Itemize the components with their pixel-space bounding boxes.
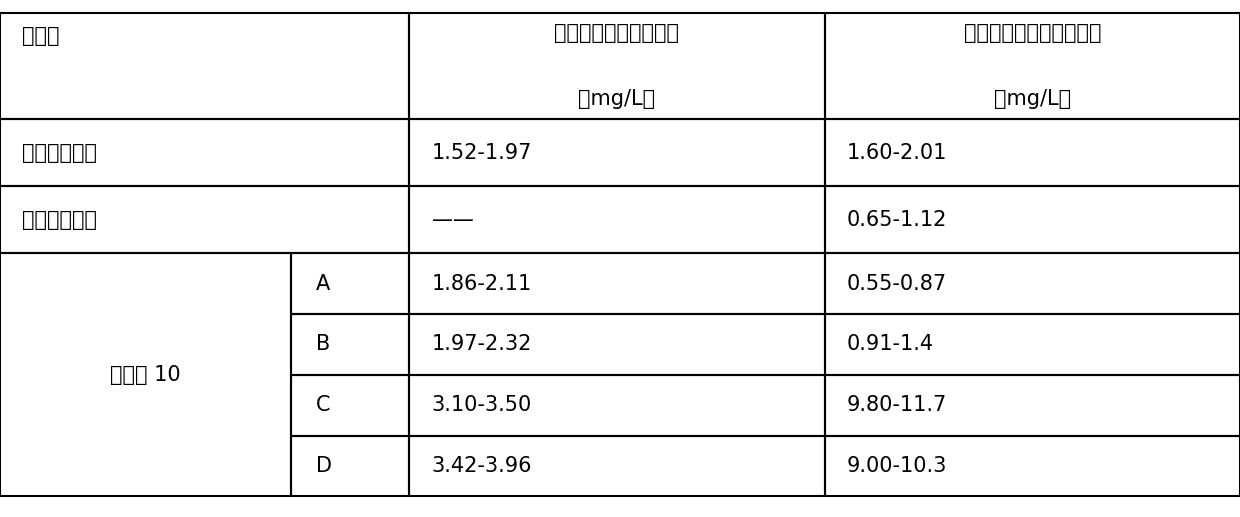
Text: A: A — [316, 273, 330, 294]
Text: 0.55-0.87: 0.55-0.87 — [847, 273, 947, 294]
Text: 取样口 10: 取样口 10 — [110, 365, 181, 385]
Text: ——: —— — [432, 210, 474, 230]
Text: 1.60-2.01: 1.60-2.01 — [847, 143, 947, 162]
Text: 取样点: 取样点 — [22, 26, 60, 46]
Text: 0.65-1.12: 0.65-1.12 — [847, 210, 947, 230]
Text: 水解酸化出水: 水解酸化出水 — [22, 210, 97, 230]
Text: 生活污水进水: 生活污水进水 — [22, 143, 97, 162]
Text: 1.86-2.11: 1.86-2.11 — [432, 273, 532, 294]
Text: 0.91-1.4: 0.91-1.4 — [847, 334, 934, 355]
Text: 3.10-3.50: 3.10-3.50 — [432, 395, 532, 415]
Text: 1.97-2.32: 1.97-2.32 — [432, 334, 532, 355]
Text: 3.42-3.96: 3.42-3.96 — [432, 456, 532, 476]
Text: 1.52-1.97: 1.52-1.97 — [432, 143, 532, 162]
Text: 9.00-10.3: 9.00-10.3 — [847, 456, 947, 476]
Text: 9.80-11.7: 9.80-11.7 — [847, 395, 947, 415]
Text: D: D — [316, 456, 332, 476]
Text: B: B — [316, 334, 330, 355]
Text: C: C — [316, 395, 331, 415]
Text: 对比装置各部位溶解氧

（mg/L）: 对比装置各部位溶解氧 （mg/L） — [554, 23, 680, 109]
Text: 本发明装置各部位溶解氧

（mg/L）: 本发明装置各部位溶解氧 （mg/L） — [963, 23, 1101, 109]
